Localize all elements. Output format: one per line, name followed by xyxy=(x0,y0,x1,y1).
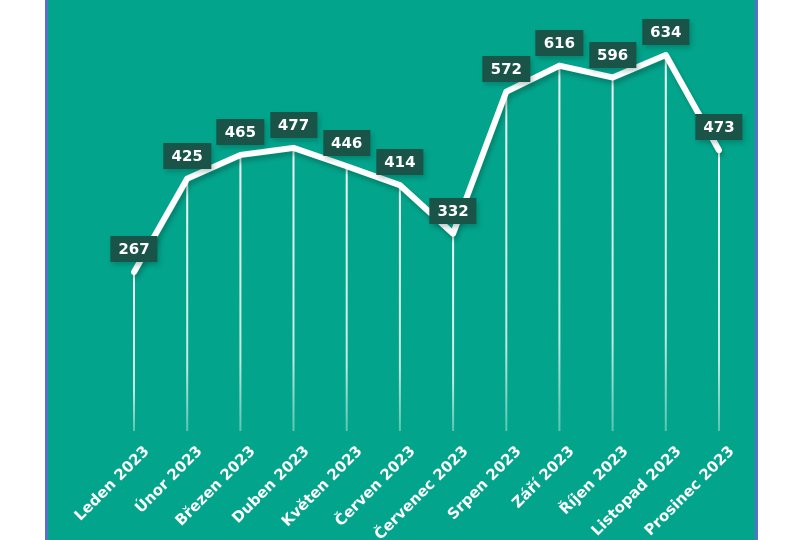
stem-line xyxy=(292,147,295,431)
stem-line xyxy=(718,150,720,431)
stem-line xyxy=(505,91,508,431)
stem-line xyxy=(239,155,242,431)
stem-line xyxy=(611,77,614,431)
stem-line xyxy=(558,65,561,431)
stem-lines xyxy=(133,55,720,431)
stem-line xyxy=(398,185,401,431)
series-line xyxy=(131,52,722,276)
stem-line xyxy=(186,178,189,431)
chart-frame: 267 425 465 477 446 414 332 572 616 596 634 473 Led… xyxy=(45,0,758,540)
stem-line xyxy=(345,166,348,431)
stem-line xyxy=(133,272,135,431)
stem-line xyxy=(452,233,455,431)
stem-line xyxy=(664,55,667,431)
line-chart-canvas xyxy=(131,52,722,431)
